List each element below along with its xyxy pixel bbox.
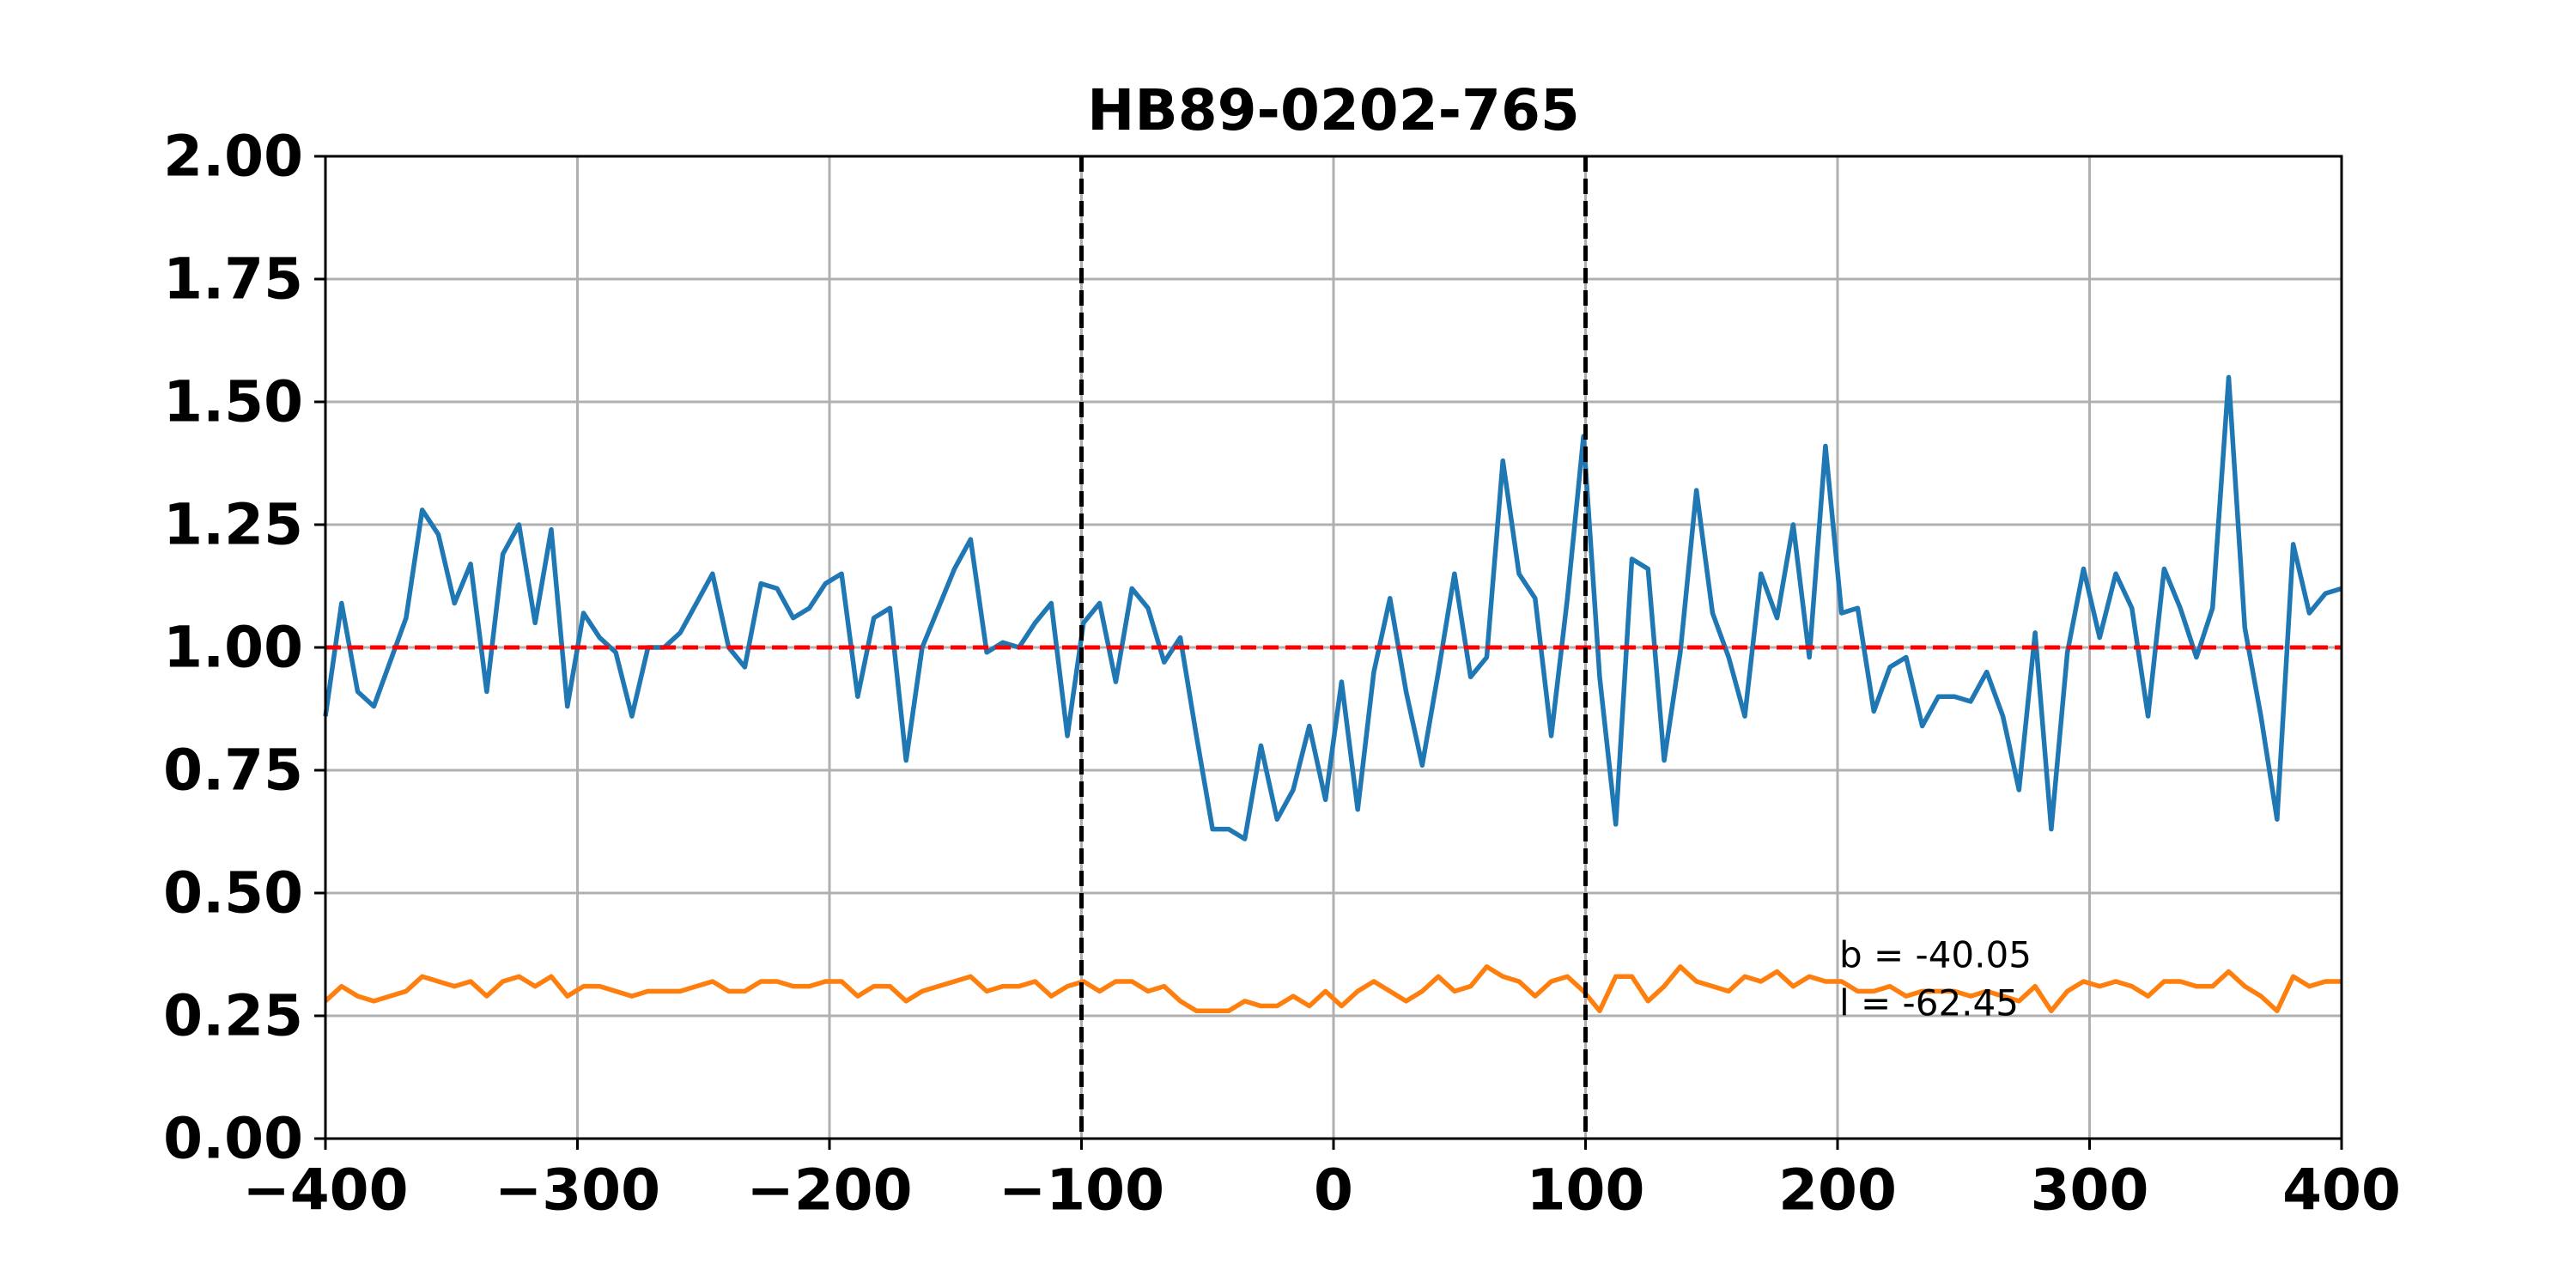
plot-frame: [324, 155, 2343, 1140]
y-tick-label: 0.75: [163, 738, 303, 804]
x-tick-label: −300: [495, 1157, 660, 1224]
series-line: [324, 964, 2342, 1014]
y-tick-label: 0.50: [163, 860, 303, 927]
x-tick-label: 200: [1778, 1157, 1897, 1224]
annotation: l = -62.45: [1839, 982, 2019, 1024]
x-tick-label: 400: [2282, 1157, 2401, 1224]
x-tick-label: −400: [242, 1157, 408, 1224]
y-tick-label: 1.50: [163, 369, 303, 435]
x-tick-label: −200: [746, 1157, 912, 1224]
y-tick-label: 2.00: [163, 124, 303, 190]
y-tick-label: 0.00: [163, 1106, 303, 1172]
y-tick-label: 1.25: [163, 492, 303, 558]
y-tick-label: 0.25: [163, 983, 303, 1049]
y-tick-label: 1.75: [163, 246, 303, 313]
chart-title: HB89-0202-765: [1087, 77, 1580, 143]
x-tick-label: 300: [2031, 1157, 2149, 1224]
x-tick-label: 100: [1527, 1157, 1645, 1224]
annotation: b = -40.05: [1839, 934, 2032, 976]
y-tick-label: 1.00: [163, 615, 303, 681]
x-tick-label: 0: [1314, 1157, 1353, 1224]
x-tick-label: −100: [999, 1157, 1164, 1224]
